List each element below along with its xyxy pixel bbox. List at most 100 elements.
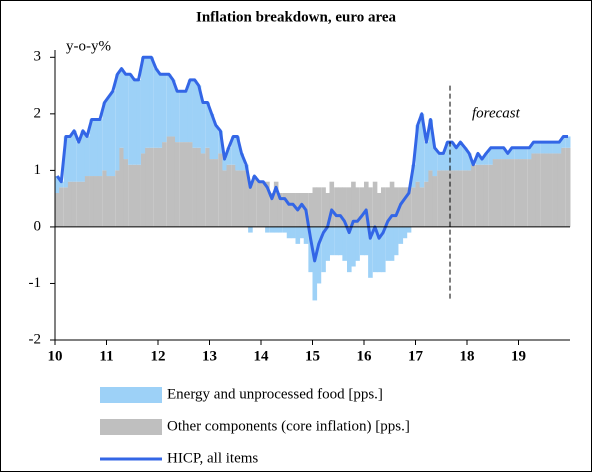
bar-energy bbox=[329, 226, 335, 256]
bar-core bbox=[93, 176, 99, 227]
bar-energy bbox=[406, 226, 412, 233]
bar-core bbox=[80, 181, 86, 227]
bar-core bbox=[334, 187, 339, 227]
bar-core bbox=[376, 193, 382, 227]
bar-energy bbox=[372, 226, 378, 273]
bar-core bbox=[467, 170, 472, 227]
bar-energy bbox=[102, 102, 107, 171]
bar-energy bbox=[67, 136, 73, 182]
bar-core bbox=[265, 181, 270, 227]
bar-energy bbox=[299, 226, 305, 239]
bar-energy bbox=[162, 74, 167, 143]
bar-energy bbox=[179, 91, 185, 143]
bar-core bbox=[514, 159, 519, 227]
legend-swatch bbox=[100, 387, 162, 403]
bar-core bbox=[89, 176, 95, 227]
bar-energy bbox=[170, 79, 176, 137]
bar-energy bbox=[222, 159, 227, 171]
bar-core bbox=[505, 159, 511, 227]
bar-energy bbox=[398, 226, 404, 244]
bar-energy bbox=[355, 226, 360, 261]
bar-core bbox=[359, 187, 365, 227]
bar-energy bbox=[196, 85, 202, 148]
bar-core bbox=[419, 187, 425, 227]
y-tick-label: -2 bbox=[29, 331, 42, 347]
bar-core bbox=[166, 136, 172, 227]
bar-core bbox=[261, 181, 266, 227]
bar-energy bbox=[308, 226, 313, 273]
bar-core bbox=[200, 153, 206, 227]
bar-core bbox=[244, 170, 249, 227]
bar-core bbox=[149, 147, 154, 227]
bar-core bbox=[67, 181, 73, 227]
bar-core bbox=[209, 159, 215, 227]
bar-energy bbox=[183, 91, 189, 143]
bar-core bbox=[565, 147, 571, 227]
y-tick-label: 3 bbox=[34, 49, 42, 65]
bar-core bbox=[218, 153, 223, 227]
bar-core bbox=[364, 181, 369, 227]
x-tick-label: 12 bbox=[151, 348, 166, 364]
bar-energy bbox=[557, 142, 562, 154]
bar-core bbox=[170, 136, 176, 227]
bar-core bbox=[368, 187, 373, 227]
legend-label: HICP, all items bbox=[167, 450, 258, 466]
bar-energy bbox=[380, 226, 386, 273]
bar-core bbox=[123, 159, 129, 227]
bar-core bbox=[509, 159, 515, 227]
bar-core bbox=[115, 170, 120, 227]
bar-energy bbox=[445, 142, 450, 171]
bar-energy bbox=[561, 136, 566, 148]
bar-core bbox=[222, 170, 227, 227]
bar-energy bbox=[334, 226, 339, 256]
bar-core bbox=[402, 187, 408, 227]
bar-energy bbox=[136, 79, 141, 165]
bar-core bbox=[235, 170, 240, 227]
bar-energy bbox=[458, 142, 463, 171]
y-axis-label: y-o-y% bbox=[66, 38, 111, 54]
x-tick-label: 19 bbox=[511, 348, 526, 364]
bar-energy bbox=[295, 226, 301, 244]
bar-energy bbox=[393, 226, 399, 256]
bar-core bbox=[162, 142, 167, 227]
bar-energy bbox=[548, 142, 553, 154]
bar-core bbox=[273, 181, 279, 227]
bar-core bbox=[496, 159, 502, 227]
bar-core bbox=[527, 159, 532, 227]
bar-energy bbox=[84, 136, 90, 177]
y-tick-label: 2 bbox=[34, 105, 42, 121]
bar-core bbox=[385, 187, 391, 227]
bar-energy bbox=[209, 113, 215, 160]
bar-energy bbox=[132, 79, 137, 165]
bar-energy bbox=[467, 153, 472, 171]
bar-core bbox=[179, 142, 185, 227]
bar-energy bbox=[115, 74, 120, 171]
bar-core bbox=[299, 193, 305, 227]
bar-energy bbox=[239, 153, 244, 171]
bar-energy bbox=[415, 125, 421, 182]
bar-core bbox=[342, 187, 347, 227]
bar-energy bbox=[231, 136, 236, 165]
bar-core bbox=[540, 153, 545, 227]
bar-energy bbox=[483, 153, 489, 165]
bar-energy bbox=[432, 147, 438, 177]
bar-core bbox=[415, 181, 421, 227]
bar-energy bbox=[273, 226, 279, 233]
bar-energy bbox=[347, 226, 352, 273]
bar-energy bbox=[553, 142, 558, 154]
bar-energy bbox=[419, 113, 425, 188]
bar-core bbox=[325, 193, 330, 227]
y-tick-label: 0 bbox=[34, 218, 42, 234]
bar-energy bbox=[248, 226, 253, 233]
legend-label: Energy and unprocessed food [pps.] bbox=[167, 386, 383, 402]
x-tick-label: 17 bbox=[408, 348, 424, 364]
bar-core bbox=[97, 176, 103, 227]
bar-core bbox=[239, 170, 244, 227]
bar-energy bbox=[93, 119, 99, 177]
bar-energy bbox=[522, 147, 528, 160]
bar-core bbox=[483, 164, 489, 227]
bar-core bbox=[153, 147, 159, 227]
bar-energy bbox=[200, 102, 206, 154]
bar-core bbox=[411, 187, 416, 227]
